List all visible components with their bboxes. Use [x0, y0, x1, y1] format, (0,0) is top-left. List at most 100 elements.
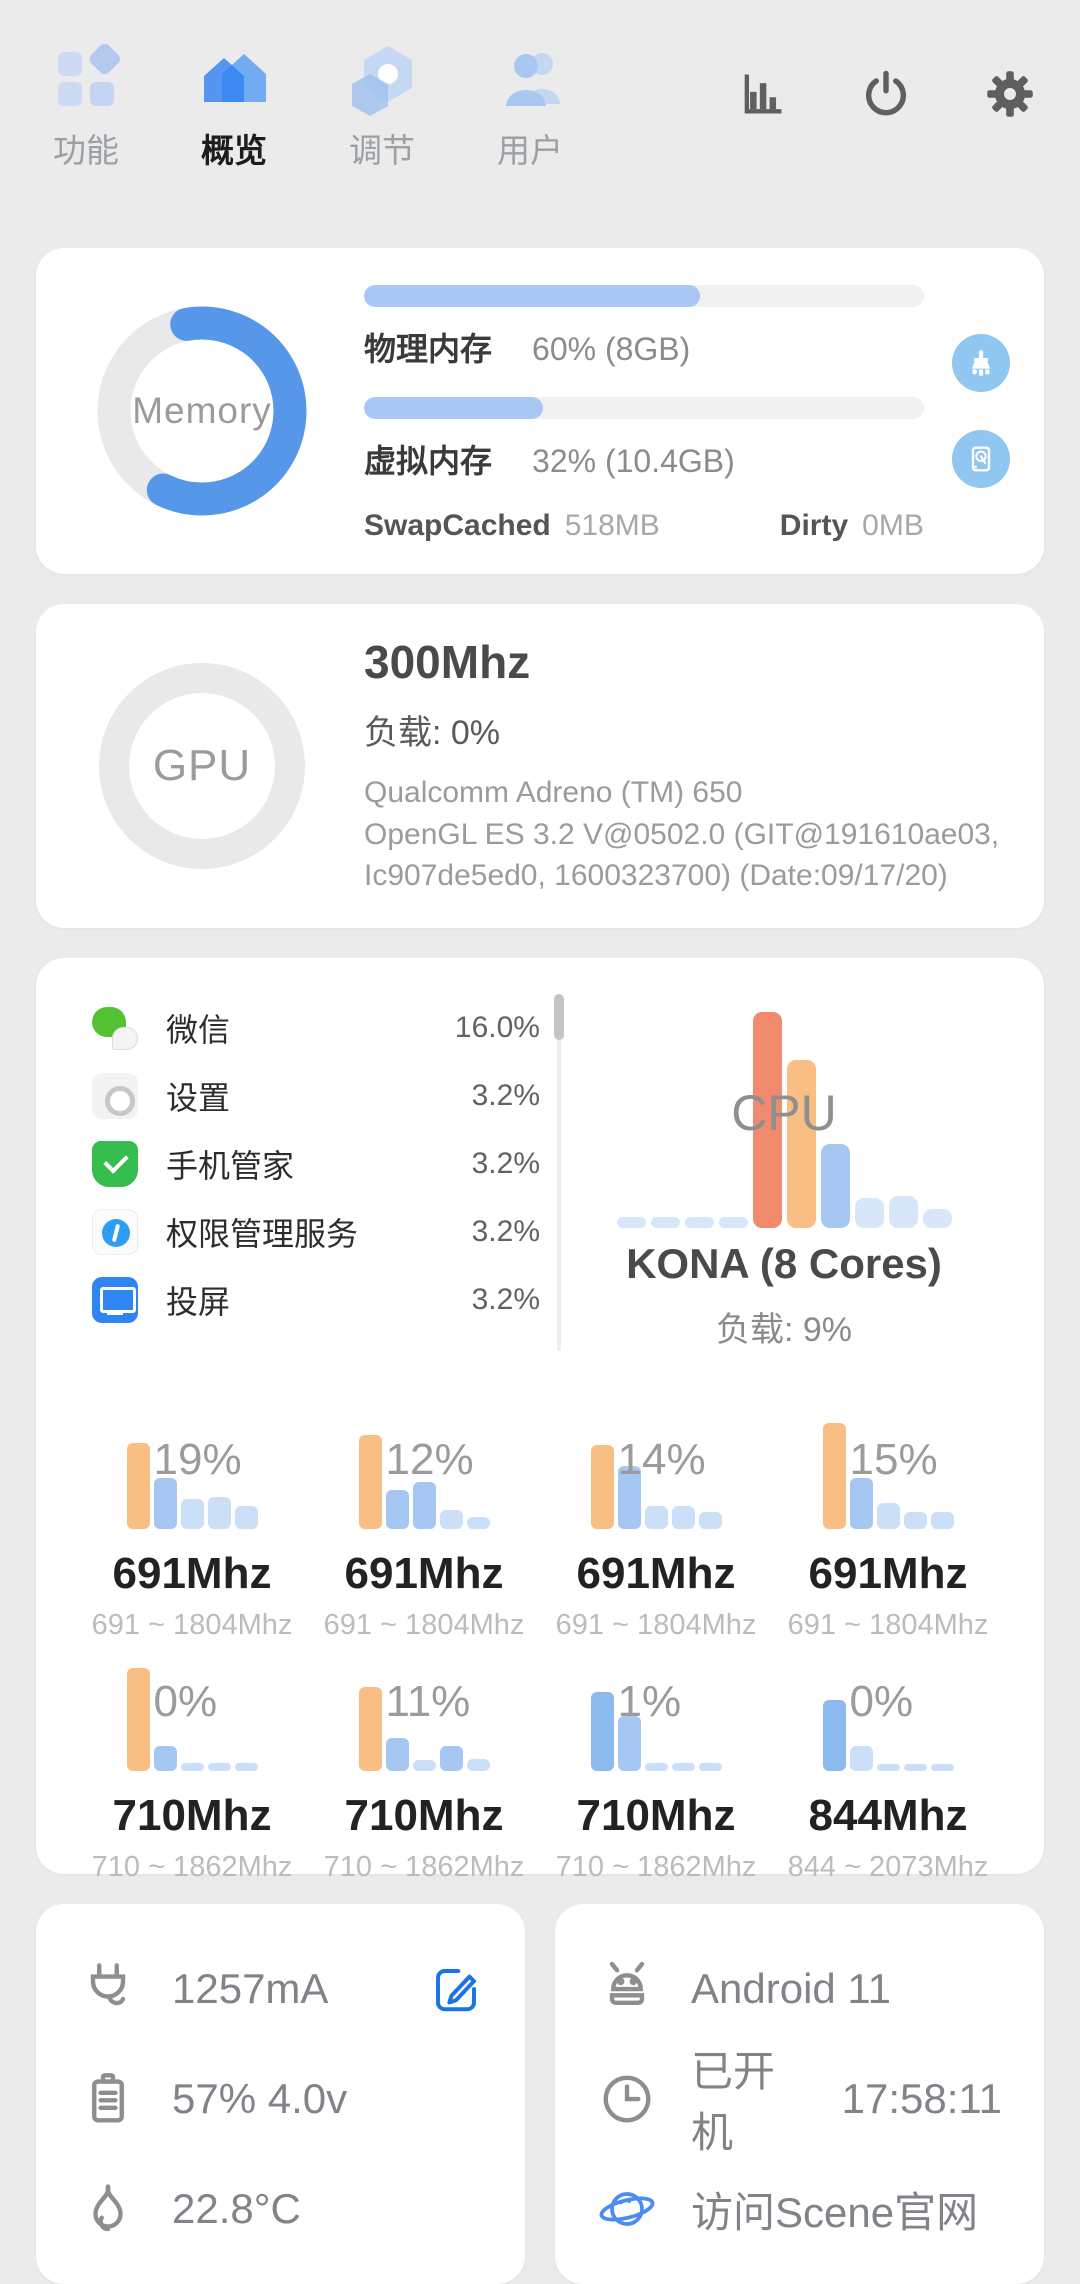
memory-stat: SwapCached 518MB — [364, 509, 660, 543]
memory-meter: 物理内存 60% (8GB) — [364, 285, 924, 370]
core-bar — [671, 1505, 695, 1529]
app-cpu-percent: 16.0% — [454, 1011, 540, 1044]
core-bar — [644, 1762, 668, 1771]
swap-disk-button[interactable] — [951, 430, 1010, 488]
core-frequency: 691Mhz — [344, 1549, 504, 1598]
stats-icon[interactable] — [736, 68, 788, 120]
app-cpu-percent: 3.2% — [471, 1079, 540, 1112]
cpu-core: 11% 710Mhz 710 ~ 1862Mhz — [308, 1665, 540, 1901]
website-row[interactable]: 访问Scene官网 — [597, 2154, 1002, 2264]
cpu-load-bar — [650, 1217, 680, 1228]
core-bar — [876, 1763, 900, 1771]
app-name: 权限管理服务 — [166, 1216, 359, 1252]
cpu-core: 0% 710Mhz 710 ~ 1862Mhz — [76, 1665, 308, 1901]
memory-stats: SwapCached 518MB Dirty 0MB — [364, 509, 924, 543]
scrollbar-track — [557, 994, 561, 1351]
memory-meter-label: 物理内存 — [364, 331, 493, 367]
core-bar — [617, 1715, 641, 1771]
core-bar — [903, 1764, 927, 1771]
core-frequency: 710Mhz — [576, 1791, 736, 1840]
gpu-info-line: OpenGL ES 3.2 V@0502.0 (GIT@191610ae03, — [364, 817, 1000, 851]
plug-icon — [90, 1963, 126, 2006]
app-usage-row[interactable]: 投屏 3.2% — [92, 1266, 540, 1334]
user-icon — [506, 53, 560, 106]
tab-overview[interactable]: 概览 — [170, 40, 298, 172]
cpu-core-grid: 19% 691Mhz 691 ~ 1804Mhz 12% 691Mhz 691 … — [76, 1423, 1004, 1901]
core-bar — [126, 1668, 150, 1771]
clean-memory-button[interactable] — [951, 334, 1010, 392]
cpu-load-bar — [888, 1195, 918, 1228]
core-bar — [617, 1466, 641, 1529]
gpu-frequency: 300Mhz — [364, 636, 531, 689]
core-load-percent: 1% — [617, 1677, 682, 1726]
gear-icon[interactable] — [984, 68, 1036, 120]
cpu-app-list: 微信 16.0% 设置 3.2% 手机管家 3.2% 权限管理服 — [76, 994, 554, 1351]
battery-level: 57% 4.0v — [172, 2075, 348, 2122]
power-icon[interactable] — [860, 68, 912, 120]
app-usage-row[interactable]: 手机管家 3.2% — [92, 1130, 540, 1198]
cpu-load-bar — [786, 1059, 816, 1228]
gpu-info-line: Qualcomm Adreno (TM) 650 — [364, 776, 743, 810]
cpu-load-bar — [684, 1217, 714, 1228]
tab-label: 功能 — [53, 132, 119, 169]
core-bar — [849, 1478, 873, 1529]
cpu-core: 15% 691Mhz 691 ~ 1804Mhz — [772, 1423, 1004, 1659]
core-load-percent: 14% — [617, 1435, 706, 1484]
core-history-chart: 12% — [358, 1423, 490, 1529]
tab-users[interactable]: 用户 — [466, 40, 594, 172]
cpu-load-bar — [820, 1143, 850, 1228]
uptime-value: 17:58:11 — [841, 2075, 1002, 2122]
core-frequency: 710Mhz — [112, 1791, 272, 1840]
core-bar — [126, 1443, 150, 1529]
tab-features[interactable]: 功能 — [22, 40, 150, 172]
memory-meter-value: 60% (8GB) — [532, 331, 691, 367]
memory-meter: 虚拟内存 32% (10.4GB) — [364, 397, 924, 482]
top-nav: 功能 概览 调节 用户 — [0, 0, 1080, 169]
core-frequency-range: 844 ~ 2073Mhz — [787, 1851, 989, 1883]
core-frequency: 844Mhz — [808, 1791, 968, 1840]
cpu-load-bar — [922, 1208, 952, 1228]
core-bar — [903, 1512, 927, 1529]
core-load-percent: 19% — [153, 1435, 242, 1484]
cpu-core: 12% 691Mhz 691 ~ 1804Mhz — [308, 1423, 540, 1659]
memory-actions — [951, 334, 1010, 488]
core-bar — [671, 1762, 695, 1771]
cpu-chart: CPU KONA (8 Cores) 负载: 9% — [564, 994, 1004, 1351]
core-load-percent: 0% — [849, 1677, 914, 1726]
edit-button[interactable] — [429, 1962, 483, 2016]
current-row: 1257mA — [78, 1934, 483, 2044]
core-bar — [439, 1745, 463, 1771]
tab-tuning[interactable]: 调节 — [318, 40, 446, 172]
scrollbar-thumb[interactable] — [554, 994, 564, 1040]
core-bar — [822, 1423, 846, 1529]
core-bar — [849, 1745, 873, 1771]
core-bar — [234, 1505, 258, 1529]
core-frequency: 691Mhz — [112, 1549, 272, 1598]
nav-actions — [736, 40, 1036, 120]
core-bar — [234, 1762, 258, 1771]
app-icon — [92, 1209, 138, 1255]
core-history-chart: 11% — [358, 1665, 490, 1771]
app-icon — [92, 1141, 138, 1187]
core-frequency-range: 691 ~ 1804Mhz — [555, 1609, 757, 1641]
app-usage-row[interactable]: 设置 3.2% — [92, 1062, 540, 1130]
core-history-chart: 14% — [590, 1423, 722, 1529]
memory-stat-value: 0MB — [862, 509, 924, 542]
app-usage-row[interactable]: 微信 16.0% — [92, 994, 540, 1062]
core-bar — [412, 1760, 436, 1771]
core-bar — [590, 1445, 614, 1529]
app-usage-row[interactable]: 权限管理服务 3.2% — [92, 1198, 540, 1266]
core-history-chart: 19% — [126, 1423, 258, 1529]
core-load-percent: 15% — [849, 1435, 938, 1484]
core-bar — [644, 1505, 668, 1529]
memory-bar-track — [364, 285, 924, 307]
app-icon — [92, 1277, 138, 1323]
gpu-driver-info: Qualcomm Adreno (TM) 650 OpenGL ES 3.2 V… — [364, 772, 1008, 896]
app-cpu-percent: 3.2% — [471, 1147, 540, 1180]
core-bar — [153, 1745, 177, 1771]
core-bar — [358, 1687, 382, 1771]
cpu-load-bars — [616, 1012, 952, 1228]
core-bar — [930, 1512, 954, 1529]
website-link: 访问Scene官网 — [691, 2188, 979, 2236]
tab-label: 调节 — [349, 132, 415, 169]
